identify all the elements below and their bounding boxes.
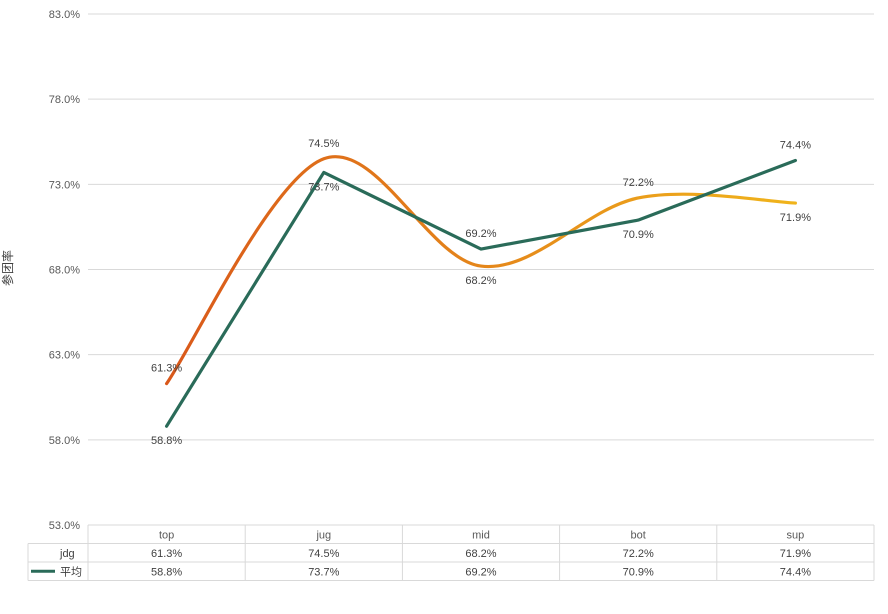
legend-label: jdg (59, 548, 75, 560)
table-cell: 70.9% (623, 566, 654, 578)
table-cell: 74.4% (780, 566, 811, 578)
data-label: 70.9% (623, 229, 654, 241)
y-tick-label: 63.0% (49, 350, 80, 362)
table-cell: 74.5% (308, 548, 339, 560)
y-tick-label: 53.0% (49, 520, 80, 532)
y-axis-ticks: 53.0% 58.0% 63.0% 68.0% 73.0% 78.0% 83.0% (49, 9, 80, 532)
legend-label: 平均 (60, 565, 82, 578)
table-cell: 68.2% (465, 548, 496, 560)
data-label: 73.7% (308, 181, 339, 193)
data-label: 74.4% (780, 139, 811, 151)
table-cell: 73.7% (308, 566, 339, 578)
y-tick-label: 83.0% (49, 9, 80, 21)
series-line-1 (165, 158, 797, 428)
y-tick-label: 68.0% (49, 265, 80, 277)
data-label: 68.2% (465, 275, 496, 287)
series-lines (165, 155, 797, 428)
y-tick-label: 78.0% (49, 94, 80, 106)
y-tick-label: 73.0% (49, 179, 80, 191)
x-tick-label: jug (315, 529, 331, 541)
data-label: 58.8% (151, 435, 182, 447)
gridlines (88, 13, 874, 526)
x-tick-label: sup (787, 529, 805, 541)
data-label: 61.3% (151, 363, 182, 375)
table-cell: 58.8% (151, 566, 182, 578)
table-cell: 72.2% (623, 548, 654, 560)
table-cell: 69.2% (465, 566, 496, 578)
x-tick-label: top (159, 529, 174, 541)
data-label: 72.2% (623, 177, 654, 189)
data-labels: 61.3% 74.5% 68.2% 72.2% 71.9% 58.8% 73.7% 69.2%… (151, 138, 811, 447)
x-tick-label: mid (472, 529, 490, 541)
x-tick-label: bot (631, 529, 646, 541)
table-cell: 71.9% (780, 548, 811, 560)
data-table: top jug mid bot sup jdg 61.3% 74.5% 68.2% 72.2% 71… (27, 524, 875, 581)
data-label: 74.5% (308, 138, 339, 150)
y-tick-label: 58.0% (49, 435, 80, 447)
table-cell: 61.3% (151, 548, 182, 560)
y-axis-title: 参团率 (0, 250, 15, 286)
data-label: 69.2% (465, 228, 496, 240)
series-line-0 (165, 155, 797, 386)
data-label: 71.9% (780, 212, 811, 224)
